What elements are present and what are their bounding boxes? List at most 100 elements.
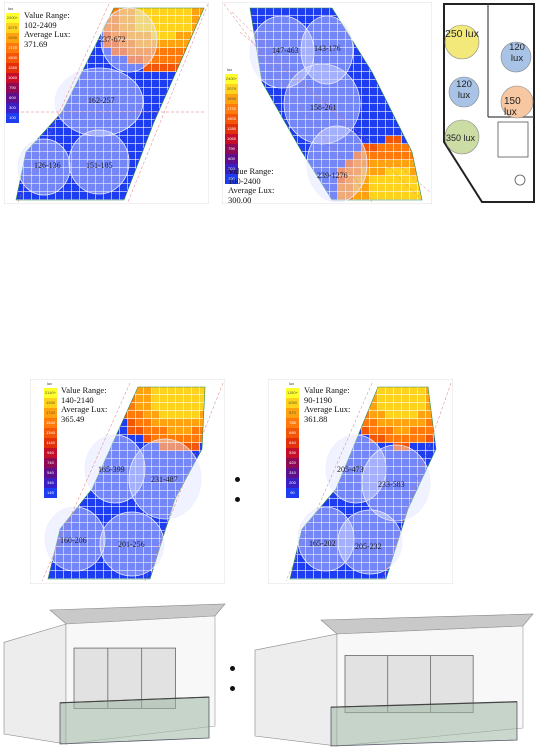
heat-cell (362, 136, 370, 144)
legend-swatch: 1060 (225, 134, 238, 144)
heat-cell (410, 184, 418, 192)
heat-cell (72, 168, 80, 176)
heat-cell (370, 523, 378, 531)
heat-cell (402, 427, 410, 435)
heat-cell (330, 523, 338, 531)
heat-cell (362, 64, 370, 72)
heat-cell (330, 104, 338, 112)
heat-cell (128, 64, 136, 72)
heat-cell (370, 88, 378, 96)
heat-cell (330, 491, 338, 499)
heat-cell (290, 88, 298, 96)
legend-swatch: 100 (225, 174, 238, 184)
heat-cell (378, 160, 386, 168)
heat-cell (346, 48, 354, 56)
heat-cell (378, 144, 386, 152)
legend-swatch: 300 (6, 103, 19, 113)
heat-cell (168, 419, 176, 427)
heat-cell (152, 419, 160, 427)
heat-cell (282, 48, 290, 56)
heat-cell (160, 8, 168, 16)
heat-cell (266, 72, 274, 80)
heat-cell (314, 128, 322, 136)
heat-cell (184, 451, 192, 459)
heat-cell (184, 419, 192, 427)
heat-cell (104, 539, 112, 547)
zone-label: 151-185 (86, 161, 113, 170)
heat-cell (378, 128, 386, 136)
heat-cell (136, 144, 144, 152)
heat-cell (80, 192, 88, 200)
heat-cell (104, 515, 112, 523)
zone-label: 201-256 (118, 540, 145, 549)
heat-cell (402, 507, 410, 515)
heat-cell (394, 515, 402, 523)
legend-d: 2140+ 1940 1740 1540 1340 1140 940 740 540 340 140 (44, 388, 57, 498)
heat-cell (160, 507, 168, 515)
heat-cell (314, 80, 322, 88)
heat-cell (306, 104, 314, 112)
heat-cell (330, 32, 338, 40)
heat-cell (128, 112, 136, 120)
heat-cell (362, 483, 370, 491)
heat-cell (394, 176, 402, 184)
heat-cell (282, 64, 290, 72)
heat-cell (64, 144, 72, 152)
heat-cell (378, 563, 386, 571)
heat-cell (40, 136, 48, 144)
legend-swatch: 300 (225, 164, 238, 174)
heat-cell (32, 184, 40, 192)
heat-cell (64, 547, 72, 555)
heat-cell (144, 395, 152, 403)
heat-cell (322, 88, 330, 96)
heat-cell (298, 112, 306, 120)
heat-cell (144, 483, 152, 491)
heat-cell (112, 80, 120, 88)
heat-cell (120, 160, 128, 168)
heat-cell (128, 152, 136, 160)
heat-cell (24, 152, 32, 160)
info-range-label: Value Range: (24, 10, 70, 20)
render-railing (59, 696, 210, 704)
heat-cell (88, 547, 96, 555)
heat-cell (354, 523, 362, 531)
heat-cell (128, 515, 136, 523)
zone-label: 233-583 (378, 480, 405, 489)
heat-cell (378, 168, 386, 176)
room-outline (15, 7, 205, 201)
heat-cell (338, 168, 346, 176)
heat-cell (136, 531, 144, 539)
heat-cell (16, 184, 24, 192)
heat-cell (354, 467, 362, 475)
heat-cell (24, 176, 32, 184)
heat-cell (378, 395, 386, 403)
heat-cell (184, 403, 192, 411)
heat-cell (80, 531, 88, 539)
heat-cell (112, 136, 120, 144)
heat-cell (386, 467, 394, 475)
heatmap-b-graphic (222, 2, 432, 204)
legend-a: 2400+ 2079 1940 1720 1500 1280 1060 790 600 300 10… (6, 13, 19, 123)
heat-cell (152, 112, 160, 120)
heat-cell (152, 40, 160, 48)
heat-cell (120, 8, 128, 16)
heat-cell (120, 72, 128, 80)
room-render-left (2, 602, 227, 746)
legend-swatch: 530 (286, 448, 299, 458)
light-circle (306, 125, 368, 203)
heat-cell (298, 128, 306, 136)
heat-cell (362, 160, 370, 168)
heat-cell (322, 515, 330, 523)
heat-cell (144, 563, 152, 571)
heat-cell (144, 16, 152, 24)
heat-cell (402, 467, 410, 475)
heat-cell (394, 491, 402, 499)
heat-cell (314, 515, 322, 523)
heat-cell (168, 411, 176, 419)
heat-cell (330, 40, 338, 48)
heat-cell (306, 112, 314, 120)
heat-cell (136, 539, 144, 547)
heat-cell (120, 24, 128, 32)
heat-cell (330, 48, 338, 56)
heat-cell (144, 427, 152, 435)
